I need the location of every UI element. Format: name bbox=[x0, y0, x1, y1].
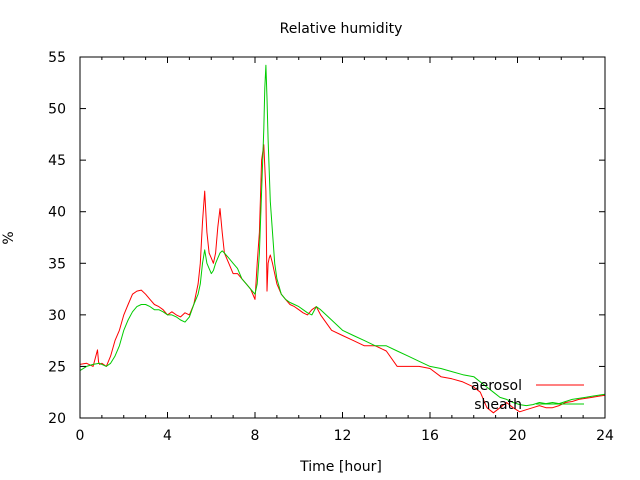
x-tick-label: 20 bbox=[509, 428, 527, 444]
y-tick-label: 45 bbox=[48, 153, 66, 169]
y-tick-label: 25 bbox=[48, 359, 66, 375]
series-layer bbox=[79, 64, 606, 414]
chart-title: Relative humidity bbox=[280, 21, 403, 37]
axes-layer: 0 4 8 12 16 20 24 20 25 30 35 40 45 50 55 bbox=[48, 50, 614, 444]
plot-frame bbox=[79, 56, 606, 419]
y-tick-label: 50 bbox=[48, 102, 66, 118]
y-tick-label: 40 bbox=[48, 205, 66, 221]
y-axis-label: % bbox=[1, 231, 17, 244]
series-line-aerosol bbox=[79, 144, 606, 414]
x-axis-label: Time [hour] bbox=[299, 459, 382, 475]
y-tick-label: 35 bbox=[48, 256, 66, 272]
legend-label-sheath: sheath bbox=[474, 397, 522, 413]
y-tick-label: 30 bbox=[48, 308, 66, 324]
x-tick-label: 24 bbox=[596, 428, 614, 444]
x-tick-label: 8 bbox=[251, 428, 260, 444]
x-tick-label: 0 bbox=[76, 428, 85, 444]
legend-label-aerosol: aerosol bbox=[471, 378, 522, 394]
series-line-sheath bbox=[79, 64, 606, 407]
y-tick-label: 55 bbox=[48, 50, 66, 66]
x-tick-label: 4 bbox=[163, 428, 172, 444]
y-tick-label: 20 bbox=[48, 411, 66, 427]
x-tick-label: 16 bbox=[421, 428, 439, 444]
x-tick-label: 12 bbox=[334, 428, 352, 444]
legend: aerosol sheath bbox=[471, 378, 584, 413]
